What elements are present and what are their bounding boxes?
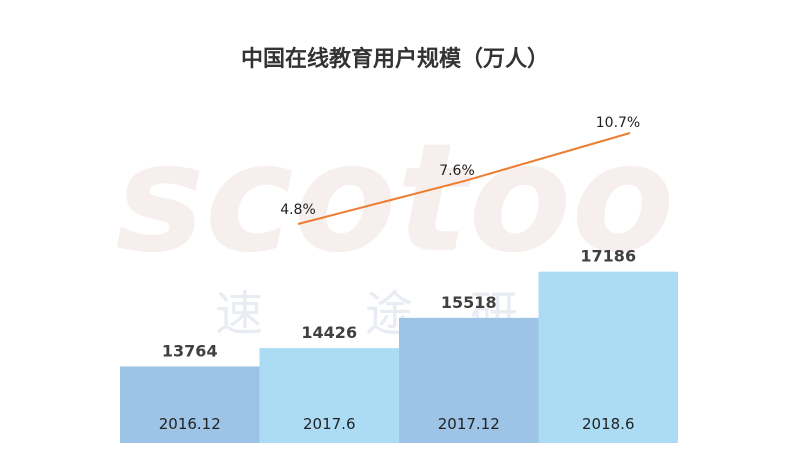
category-label: 2017.6 bbox=[303, 415, 356, 433]
bar-2018.6 bbox=[538, 271, 678, 443]
growth-rate-label: 10.7% bbox=[596, 115, 640, 131]
bar-2017.12 bbox=[399, 317, 539, 443]
bar-value-label: 14426 bbox=[301, 323, 357, 342]
bar-value-label: 15518 bbox=[441, 293, 497, 312]
category-label: 2018.6 bbox=[582, 415, 635, 433]
growth-line bbox=[297, 132, 631, 225]
growth-rate-label: 4.8% bbox=[280, 202, 316, 218]
growth-line-group: 4.8% 7.6% 10.7% bbox=[280, 115, 640, 225]
watermark-cn-1: 速 bbox=[215, 286, 263, 342]
category-label: 2017.12 bbox=[438, 415, 500, 433]
bars: 13764 2016.12 14426 2017.6 15518 2017.12 17186… bbox=[120, 247, 678, 443]
growth-rate-label: 7.6% bbox=[439, 163, 475, 179]
bar-2017.6 bbox=[259, 348, 399, 443]
bar-2016.12 bbox=[120, 366, 260, 443]
category-label: 2016.12 bbox=[159, 415, 221, 433]
bar-value-label: 17186 bbox=[580, 247, 636, 266]
bar-value-label: 13764 bbox=[162, 341, 218, 360]
chart-title: 中国在线教育用户规模（万人） bbox=[241, 46, 549, 72]
